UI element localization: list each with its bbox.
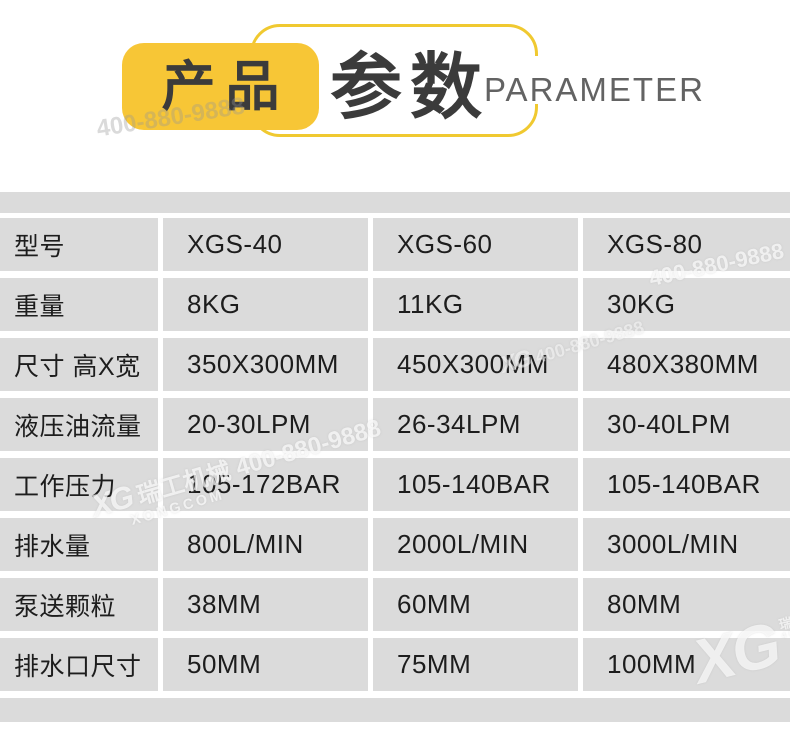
row-value: 105-140BAR — [583, 458, 790, 511]
row-value: 480X380MM — [583, 338, 790, 391]
page-title: 参数 — [330, 48, 491, 128]
product-badge: 产品 — [122, 43, 319, 130]
table-row: 排水口尺寸 50MM 75MM 100MM — [0, 638, 790, 691]
row-value: 450X300MM — [373, 338, 578, 391]
row-value: 38MM — [163, 578, 368, 631]
row-label: 重量 — [0, 278, 158, 331]
row-value: 2000L/MIN — [373, 518, 578, 571]
row-label: 尺寸 高X宽 — [0, 338, 158, 391]
spec-table-rows: 型号 XGS-40 XGS-60 XGS-80 重量 8KG 11KG 30KG 尺寸 高X宽 3… — [0, 218, 790, 691]
title-outline-gap — [529, 56, 543, 104]
row-value: XGS-60 — [373, 218, 578, 271]
row-value: 50MM — [163, 638, 368, 691]
row-value: 800L/MIN — [163, 518, 368, 571]
row-label: 工作压力 — [0, 458, 158, 511]
row-label: 液压油流量 — [0, 398, 158, 451]
row-value: 3000L/MIN — [583, 518, 790, 571]
page-subtitle: PARAMETER — [484, 71, 705, 108]
table-row: 重量 8KG 11KG 30KG — [0, 278, 790, 331]
row-value: 100MM — [583, 638, 790, 691]
row-value: 60MM — [373, 578, 578, 631]
row-value: 75MM — [373, 638, 578, 691]
row-value: 105-140BAR — [373, 458, 578, 511]
table-row: 型号 XGS-40 XGS-60 XGS-80 — [0, 218, 790, 271]
row-value: 26-34LPM — [373, 398, 578, 451]
row-label: 泵送颗粒 — [0, 578, 158, 631]
row-label: 排水口尺寸 — [0, 638, 158, 691]
row-value: 105-172BAR — [163, 458, 368, 511]
table-row: 工作压力 105-172BAR 105-140BAR 105-140BAR — [0, 458, 790, 511]
table-top-strip — [0, 192, 790, 213]
row-value: XGS-40 — [163, 218, 368, 271]
table-row: 泵送颗粒 38MM 60MM 80MM — [0, 578, 790, 631]
row-value: 80MM — [583, 578, 790, 631]
table-bottom-strip — [0, 698, 790, 722]
row-value: 11KG — [373, 278, 578, 331]
row-label: 排水量 — [0, 518, 158, 571]
row-value: 20-30LPM — [163, 398, 368, 451]
table-row: 尺寸 高X宽 350X300MM 450X300MM 480X380MM — [0, 338, 790, 391]
row-value: 8KG — [163, 278, 368, 331]
row-label: 型号 — [0, 218, 158, 271]
row-value: 30-40LPM — [583, 398, 790, 451]
table-row: 液压油流量 20-30LPM 26-34LPM 30-40LPM — [0, 398, 790, 451]
row-value: XGS-80 — [583, 218, 790, 271]
row-value: 350X300MM — [163, 338, 368, 391]
table-row: 排水量 800L/MIN 2000L/MIN 3000L/MIN — [0, 518, 790, 571]
row-value: 30KG — [583, 278, 790, 331]
product-badge-label: 产品 — [161, 56, 290, 117]
